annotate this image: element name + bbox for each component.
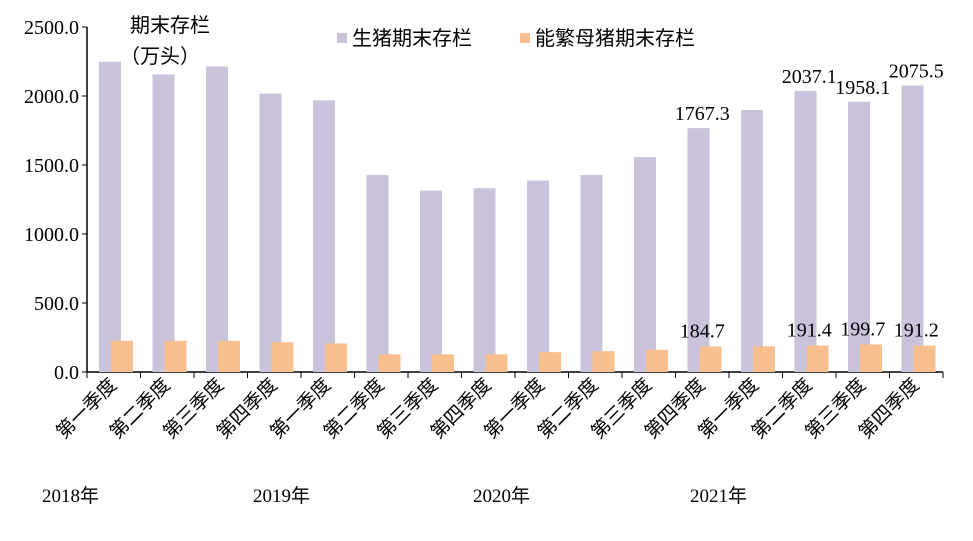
data-label: 1958.1 xyxy=(835,77,890,99)
y-tick-label: 0.0 xyxy=(54,362,79,384)
y-tick-label: 2500.0 xyxy=(24,17,79,39)
legend-label: 生猪期末存栏 xyxy=(352,27,472,50)
bar-生猪期末存栏 xyxy=(848,101,870,373)
bar-能繁母猪期末存栏 xyxy=(806,345,829,372)
data-label: 191.2 xyxy=(894,320,939,342)
data-label: 191.4 xyxy=(787,320,832,342)
data-label: 2037.1 xyxy=(782,66,837,88)
data-label: 199.7 xyxy=(840,318,885,340)
bar-能繁母猪期末存栏 xyxy=(271,342,294,372)
bar-生猪期末存栏 xyxy=(794,90,817,373)
bar-能繁母猪期末存栏 xyxy=(753,346,775,372)
bar-生猪期末存栏 xyxy=(152,74,175,373)
bar-能繁母猪期末存栏 xyxy=(432,354,454,372)
legend-swatch xyxy=(520,33,530,43)
legend-swatch xyxy=(337,33,347,43)
data-label: 184.7 xyxy=(680,321,725,343)
y-tick-label: 1000.0 xyxy=(24,224,79,246)
bar-生猪期末存栏 xyxy=(420,190,442,372)
bar-能繁母猪期末存栏 xyxy=(699,346,722,372)
bar-生猪期末存栏 xyxy=(687,128,710,372)
bar-能繁母猪期末存栏 xyxy=(592,351,615,372)
bar-能繁母猪期末存栏 xyxy=(860,344,882,372)
bar-能繁母猪期末存栏 xyxy=(646,349,668,372)
bar-生猪期末存栏 xyxy=(99,61,121,372)
data-label: 1767.3 xyxy=(675,103,730,125)
y-tick-label: 1500.0 xyxy=(24,155,79,177)
year-label: 2020年 xyxy=(473,485,530,507)
bar-能繁母猪期末存栏 xyxy=(485,354,508,372)
bar-生猪期末存栏 xyxy=(741,109,763,373)
bar-生猪期末存栏 xyxy=(366,174,389,372)
bar-生猪期末存栏 xyxy=(313,100,335,372)
bar-生猪期末存栏 xyxy=(259,93,282,373)
bar-能繁母猪期末存栏 xyxy=(325,343,347,372)
year-label: 2018年 xyxy=(42,485,99,507)
bar-能繁母猪期末存栏 xyxy=(218,340,240,372)
y-tick-label: 2000.0 xyxy=(24,86,79,108)
bar-生猪期末存栏 xyxy=(580,174,603,372)
bar-生猪期末存栏 xyxy=(527,180,549,372)
bar-能繁母猪期末存栏 xyxy=(164,340,187,372)
y-tick-label: 500.0 xyxy=(34,293,79,315)
bar-能繁母猪期末存栏 xyxy=(913,345,936,372)
bar-能繁母猪期末存栏 xyxy=(539,352,561,372)
bar-生猪期末存栏 xyxy=(473,188,496,372)
bar-生猪期末存栏 xyxy=(901,85,924,373)
y-axis-title: （万头） xyxy=(120,45,200,68)
bar-能繁母猪期末存栏 xyxy=(378,354,401,372)
legend-label: 能繁母猪期末存栏 xyxy=(535,27,695,50)
bar-生猪期末存栏 xyxy=(206,66,228,372)
bar-能繁母猪期末存栏 xyxy=(111,340,133,372)
bar-生猪期末存栏 xyxy=(634,156,656,372)
year-label: 2021年 xyxy=(690,485,747,507)
y-axis-title: 期末存栏 xyxy=(130,14,210,37)
year-label: 2019年 xyxy=(253,485,310,507)
data-label: 2075.5 xyxy=(889,61,944,83)
